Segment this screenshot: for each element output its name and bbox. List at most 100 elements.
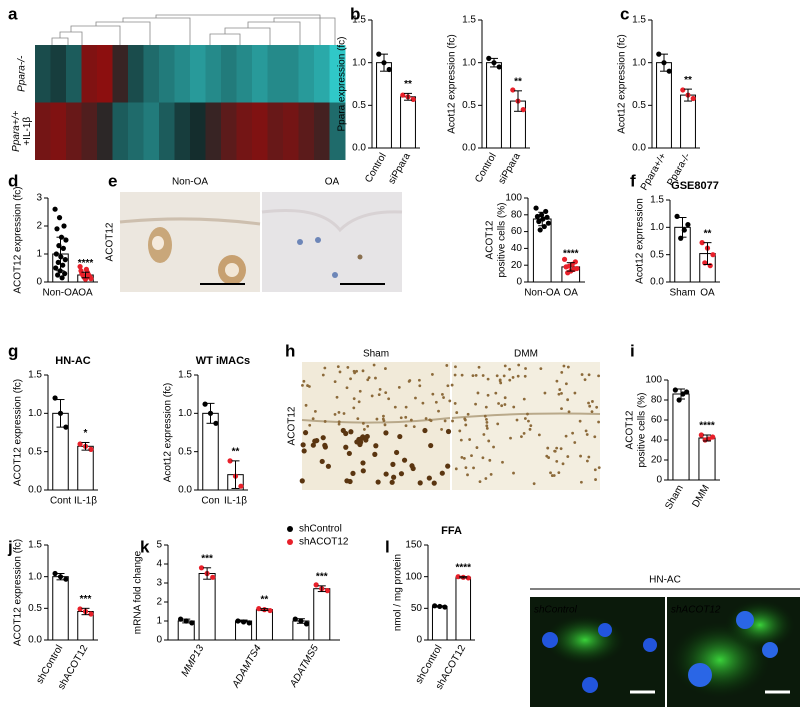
data-point — [88, 446, 94, 452]
tissue-dot — [397, 433, 403, 440]
tissue-dot — [464, 466, 468, 469]
tissue-dot — [512, 471, 515, 475]
heatmap-cell — [298, 102, 315, 160]
tissue-dot — [517, 363, 521, 367]
tissue-dot — [564, 382, 568, 386]
tissue-dot — [343, 430, 349, 437]
image-title: HN-AC — [649, 575, 681, 586]
tissue-dot — [564, 434, 568, 438]
tissue-dot — [325, 463, 332, 469]
tissue-dot — [381, 417, 385, 421]
data-point — [55, 259, 61, 265]
significance: *** — [316, 571, 328, 582]
data-point — [63, 576, 69, 582]
tissue-dot — [588, 404, 592, 408]
heatmap-cell — [267, 45, 284, 103]
tissue-dot — [421, 401, 425, 405]
significance: ** — [232, 447, 240, 458]
heatmap-cell — [329, 102, 346, 160]
heatmap-cell — [174, 45, 191, 103]
heatmap-cell — [174, 102, 191, 160]
tissue-dot — [404, 415, 408, 419]
data-point — [707, 263, 713, 269]
tissue-dot — [426, 475, 432, 481]
data-point — [256, 606, 262, 612]
x-tick-label: OA — [78, 288, 93, 299]
heatmap-cell — [205, 102, 222, 160]
tissue-dot — [414, 396, 417, 400]
nucleus — [736, 611, 754, 629]
data-point — [544, 214, 550, 220]
bar — [672, 393, 690, 481]
y-tick-label: 2 — [36, 221, 42, 232]
tissue-dot — [348, 429, 354, 435]
tissue-dot — [439, 470, 445, 476]
data-point — [685, 222, 691, 228]
tissue-dot — [346, 365, 350, 369]
tissue-dot — [302, 379, 306, 383]
tissue-dot — [472, 466, 475, 470]
heatmap-cell — [112, 102, 129, 160]
tissue-dot — [445, 364, 449, 367]
data-point — [674, 213, 680, 219]
panel-letter: g — [8, 341, 18, 360]
tissue-dot — [338, 370, 342, 374]
tissue-dot — [454, 365, 457, 369]
tissue-dot — [428, 418, 432, 422]
tissue-dot — [377, 393, 381, 397]
data-point — [699, 240, 705, 246]
y-axis-label: nmol / mg protein — [393, 554, 404, 631]
tissue-dot — [466, 412, 470, 416]
tissue-dot — [337, 410, 341, 414]
y-tick-label: 3 — [36, 193, 42, 204]
tissue-dot — [375, 417, 379, 421]
tissue-dot — [573, 391, 577, 395]
y-tick-label: 100 — [405, 571, 422, 582]
tissue-dot — [573, 441, 577, 444]
tissue-dot — [448, 399, 452, 403]
tissue-dot — [363, 437, 369, 443]
tissue-dot — [301, 383, 304, 387]
y-tick-label: 2 — [156, 597, 162, 608]
data-point — [210, 574, 216, 580]
significance: **** — [699, 421, 715, 432]
tissue-dot — [320, 435, 326, 441]
tissue-dot — [401, 457, 408, 463]
tissue-dot — [455, 411, 459, 414]
y-tick-label: 3 — [156, 578, 162, 589]
tissue-dot — [335, 395, 339, 399]
tissue-dot — [532, 482, 536, 486]
tissue-dot — [578, 419, 582, 423]
bar — [313, 588, 331, 641]
data-point — [62, 257, 68, 263]
heatmap-cell — [50, 45, 67, 103]
x-tick-label: DMM — [690, 483, 711, 509]
micrograph — [262, 192, 402, 292]
tissue-dot — [539, 367, 543, 370]
y-tick-label: 1.5 — [28, 540, 42, 551]
heatmap-cell — [66, 102, 82, 160]
bar — [698, 437, 716, 481]
tissue-dot — [372, 451, 378, 457]
y-axis-label: Ppara expression (fc) — [337, 36, 348, 131]
heatmap-cell — [314, 45, 330, 103]
tissue-dot — [443, 419, 447, 423]
significance: ** — [514, 76, 522, 87]
data-point — [666, 68, 672, 74]
tissue-dot — [579, 454, 582, 458]
tissue-dot — [358, 439, 364, 445]
data-point — [63, 237, 69, 243]
tissue-dot — [343, 444, 349, 450]
data-point — [533, 205, 539, 211]
tissue-dot — [350, 470, 356, 476]
tissue-dot — [468, 438, 472, 441]
y-tick-label: 0.0 — [462, 143, 476, 154]
panel-letter: i — [630, 341, 635, 360]
legend-marker — [287, 526, 293, 532]
image-label: shControl — [534, 605, 578, 616]
tissue-dot — [508, 367, 511, 371]
y-axis-label: Acot12 expression (fc) — [163, 383, 174, 483]
y-tick-label: 1.0 — [650, 222, 664, 233]
data-point — [656, 51, 662, 57]
